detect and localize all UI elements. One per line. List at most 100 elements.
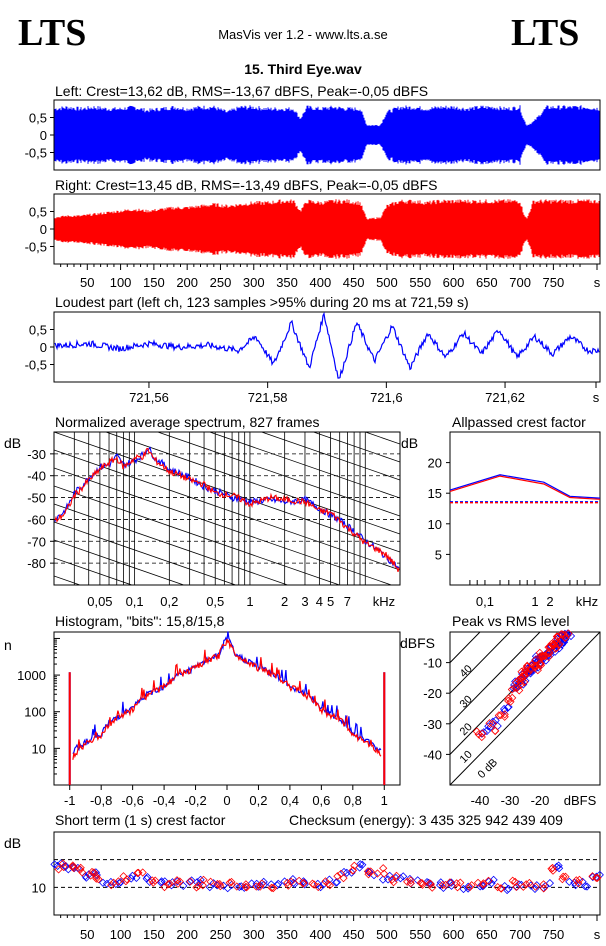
short-crest-right-point bbox=[198, 881, 207, 890]
short-crest-right-point bbox=[241, 880, 251, 889]
peak-rms-right-point bbox=[496, 710, 505, 720]
short-crest-right-point bbox=[86, 871, 95, 880]
peak-rms-right-point bbox=[536, 661, 546, 670]
short-crest-left-point bbox=[247, 879, 256, 888]
right-waveform-xtick-label: 700 bbox=[509, 275, 531, 290]
short-crest-right-point bbox=[493, 882, 502, 892]
short-crest-right-point bbox=[348, 866, 358, 875]
loudest-part-xtick-label: s bbox=[593, 390, 600, 405]
short-crest-right-point bbox=[445, 878, 455, 887]
short-crest-right-point bbox=[215, 879, 224, 889]
right-waveform-xtick-label: 750 bbox=[543, 275, 565, 290]
spectrum-frame bbox=[53, 431, 401, 586]
loudest-part-ytick-label: 0,5 bbox=[29, 323, 47, 338]
short-crest-left-point bbox=[339, 867, 349, 877]
short-crest-ytick-label: 10 bbox=[32, 880, 46, 895]
histogram-xtick-label: -0,8 bbox=[90, 793, 112, 808]
right-waveform-xtick-label: 600 bbox=[443, 275, 465, 290]
short-crest-right-point bbox=[389, 878, 398, 887]
short-crest-right-point bbox=[109, 878, 118, 887]
peak-rms-right-point bbox=[528, 659, 537, 669]
short-crest-right-point bbox=[92, 872, 101, 881]
right-waveform-xtick-label: 100 bbox=[110, 275, 132, 290]
right-waveform-ytick-label: -0,5 bbox=[25, 240, 47, 255]
right-waveform-signal bbox=[54, 199, 600, 259]
spectrum-slope-line bbox=[104, 432, 400, 535]
short-crest-right-point bbox=[107, 880, 116, 890]
peak-rms-xtick-label: -40 bbox=[471, 793, 490, 808]
spectrum-slope-line bbox=[54, 594, 400, 714]
short-crest-xtick-label: 600 bbox=[443, 927, 465, 942]
short-crest-right-point bbox=[588, 872, 597, 881]
short-crest-right-point bbox=[548, 866, 558, 875]
short-crest-left-point bbox=[565, 877, 574, 886]
short-crest-right-point bbox=[428, 883, 437, 892]
peak-rms-right-point bbox=[507, 685, 517, 694]
peak-rms-right-point bbox=[504, 694, 513, 703]
short-crest-right-point bbox=[531, 882, 540, 891]
short-term-crest-title: Short term (1 s) crest factor bbox=[55, 812, 226, 828]
logo-right: LTS bbox=[511, 12, 579, 54]
spectrum-slope-line bbox=[54, 449, 400, 571]
short-crest-left-point bbox=[82, 873, 91, 882]
spectrum-xtick-label: kHz bbox=[373, 594, 395, 609]
short-crest-right-point bbox=[572, 876, 581, 885]
peak-rms-right-point bbox=[544, 647, 554, 657]
short-crest-left-point bbox=[205, 882, 214, 892]
spectrum-slope-line bbox=[54, 521, 237, 585]
peak-rms-right-point bbox=[520, 672, 529, 681]
peak-rms-right-point bbox=[564, 629, 573, 638]
short-crest-right-point bbox=[227, 877, 236, 887]
short-crest-right-point bbox=[309, 880, 319, 889]
short-crest-left-point bbox=[385, 871, 394, 880]
short-crest-left-point bbox=[98, 878, 108, 887]
spectrum-slope-line bbox=[54, 503, 289, 585]
short-crest-right-point bbox=[379, 864, 388, 873]
short-crest-right-point bbox=[366, 867, 375, 876]
short-crest-right-point bbox=[325, 881, 335, 890]
peak-rms-crest-label: 20 bbox=[458, 721, 475, 738]
peak-rms-right-point bbox=[555, 639, 564, 649]
crest-ytick-label: 15 bbox=[428, 486, 442, 501]
short-crest-right-point bbox=[59, 862, 68, 872]
short-crest-right-point bbox=[225, 878, 234, 887]
spectrum-xtick-label: 0,05 bbox=[87, 594, 112, 609]
loudest-part-signal bbox=[54, 311, 600, 379]
spectrum-slope-line bbox=[260, 432, 400, 481]
spectrum-ytick-label: -60 bbox=[27, 512, 46, 527]
peak-rms-right-point bbox=[538, 651, 547, 661]
short-crest-right-point bbox=[333, 872, 342, 881]
short-crest-right-point bbox=[416, 878, 425, 888]
short-crest-right-point bbox=[452, 879, 461, 888]
loudest-part-xtick-label: 721,56 bbox=[129, 390, 169, 405]
peak-rms-right-point bbox=[536, 659, 545, 668]
spectrum-ytick-label: -40 bbox=[27, 469, 46, 484]
right-waveform-xtick-label: 450 bbox=[343, 275, 365, 290]
short-crest-right-point bbox=[255, 882, 265, 891]
histogram-xtick-label: -0,6 bbox=[121, 793, 143, 808]
short-crest-xtick-label: s bbox=[594, 927, 601, 942]
spectrum-ytick-label: -80 bbox=[27, 556, 46, 571]
left-waveform-ytick-label: 0,5 bbox=[29, 111, 47, 126]
short-crest-left-point bbox=[391, 873, 401, 883]
short-crest-right-point bbox=[165, 879, 174, 888]
spectrum-ylabel: dB bbox=[4, 435, 21, 451]
peak-rms-crest-label: 40 bbox=[458, 663, 475, 680]
short-crest-left-point bbox=[196, 875, 205, 884]
short-crest-left-point bbox=[115, 878, 124, 888]
spectrum-slope-line bbox=[54, 485, 341, 585]
short-crest-right-point bbox=[522, 880, 531, 889]
short-crest-xtick-label: 400 bbox=[309, 927, 331, 942]
spectrum-ytick-label: -50 bbox=[27, 491, 46, 506]
loudest-part-title: Loudest part (left ch, 123 samples >95% … bbox=[55, 294, 469, 310]
short-crest-left-point bbox=[545, 878, 555, 888]
short-crest-right-point bbox=[89, 868, 99, 877]
short-crest-right-point bbox=[559, 872, 568, 881]
crest-ytick-label: 20 bbox=[428, 456, 442, 471]
short-crest-xtick-label: 500 bbox=[376, 927, 398, 942]
short-crest-right-point bbox=[392, 871, 401, 880]
short-crest-right-point bbox=[497, 884, 506, 893]
short-crest-left-point bbox=[156, 878, 166, 887]
right-waveform-ytick-label: 0 bbox=[40, 222, 47, 237]
histogram-xtick-label: 0,2 bbox=[249, 793, 267, 808]
